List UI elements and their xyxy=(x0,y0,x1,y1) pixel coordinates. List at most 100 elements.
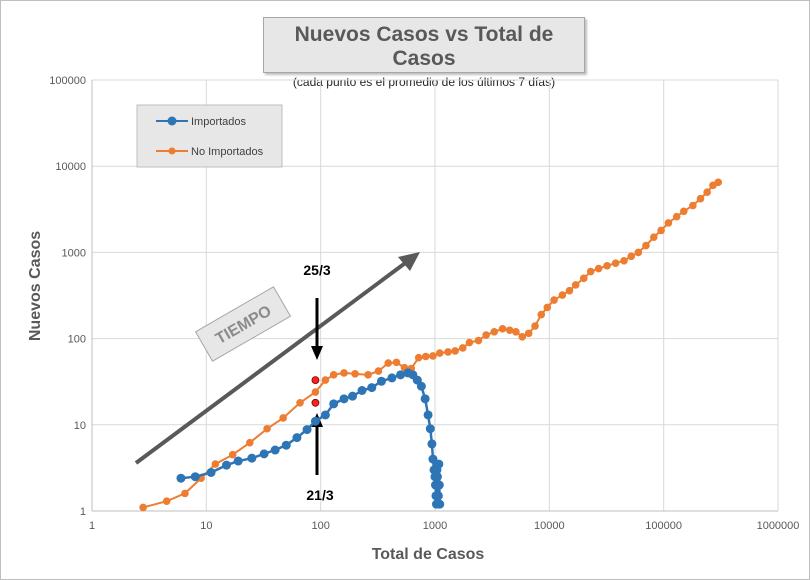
data-point-no-importados xyxy=(279,414,287,422)
y-tick-label: 1000 xyxy=(62,247,86,259)
data-point-importados xyxy=(348,391,358,401)
data-point-no-importados xyxy=(392,358,401,367)
data-point-no-importados xyxy=(603,261,611,270)
axes xyxy=(91,80,778,512)
data-point-no-importados xyxy=(512,327,520,336)
data-point-importados xyxy=(367,383,377,393)
data-point-importados xyxy=(281,440,291,450)
legend-box xyxy=(136,104,283,168)
y-tick-label: 10 xyxy=(74,420,86,432)
data-point-no-importados xyxy=(329,371,338,379)
legend-label-importados: Importados xyxy=(191,116,247,128)
data-point-importados xyxy=(320,410,330,420)
highlight-point-21-3 xyxy=(311,398,320,407)
y-tick-label: 10000 xyxy=(55,161,86,173)
chart-title: Nuevos Casos vs Total de Casos xyxy=(294,23,554,70)
data-point-no-importados xyxy=(340,369,348,377)
y-tick-label: 1 xyxy=(80,506,86,518)
data-point-no-importados xyxy=(321,376,330,384)
data-point-importados xyxy=(206,467,216,477)
data-point-importados xyxy=(302,425,312,435)
series-importados xyxy=(176,368,445,509)
data-point-no-importados xyxy=(531,322,539,330)
time-arrow-shaft xyxy=(134,259,410,465)
x-axis-title: Total de Casos xyxy=(372,546,485,563)
data-point-no-importados xyxy=(162,497,171,505)
data-point-no-importados xyxy=(518,332,527,341)
data-point-no-importados xyxy=(228,450,237,459)
y-tick-label: 100 xyxy=(68,334,86,346)
tiempo-label-box: TIEMPO xyxy=(194,286,292,362)
data-point-no-importados xyxy=(579,274,588,283)
data-point-importados xyxy=(233,456,243,466)
data-point-importados xyxy=(432,472,442,482)
x-tick-label: 1000000 xyxy=(757,520,800,532)
data-point-no-importados xyxy=(627,252,635,261)
data-point-importados xyxy=(357,385,367,395)
data-point-importados xyxy=(435,499,445,509)
data-point-importados xyxy=(427,439,437,449)
data-point-no-importados xyxy=(586,267,595,276)
data-point-importados xyxy=(434,459,444,469)
data-point-no-importados xyxy=(451,347,459,355)
data-point-no-importados xyxy=(537,310,546,319)
data-point-no-importados xyxy=(181,489,189,498)
chart-title-box: Nuevos Casos vs Total de Casos (cada pun… xyxy=(263,17,585,89)
x-tick-label: 1000 xyxy=(423,520,447,532)
x-tick-label: 1 xyxy=(89,520,95,532)
data-point-importados xyxy=(425,424,435,434)
data-point-no-importados xyxy=(465,338,474,347)
legend-label-no-importados: No Importados xyxy=(191,146,264,158)
data-point-no-importados xyxy=(550,296,558,304)
data-point-no-importados xyxy=(384,359,393,367)
arrow-25-3-head xyxy=(311,346,323,360)
data-point-no-importados xyxy=(429,352,437,360)
data-point-no-importados xyxy=(642,241,650,250)
label-25-3: 25/3 xyxy=(303,262,330,278)
label-21-3: 21/3 xyxy=(306,487,333,503)
data-point-no-importados xyxy=(139,503,147,512)
data-point-no-importados xyxy=(246,438,254,447)
highlight-point-25-3 xyxy=(311,376,320,385)
data-point-importados xyxy=(420,394,430,404)
data-point-no-importados xyxy=(571,281,580,289)
data-point-no-importados xyxy=(296,398,304,407)
data-point-no-importados xyxy=(498,324,507,333)
data-point-no-importados xyxy=(672,212,681,221)
y-axis-title: Nuevos Casos xyxy=(27,231,44,341)
chart-subtitle: (cada punto es el promedio de los último… xyxy=(292,75,556,89)
data-point-importados xyxy=(339,394,349,404)
time-arrow-head xyxy=(398,252,420,271)
data-point-no-importados xyxy=(664,219,673,227)
data-point-no-importados xyxy=(689,201,697,210)
data-point-no-importados xyxy=(657,226,665,235)
date-annotations: 25/3 21/3 xyxy=(303,262,333,503)
data-point-importados xyxy=(387,373,397,383)
data-point-no-importados xyxy=(435,349,444,357)
data-point-no-importados xyxy=(634,248,643,257)
data-point-no-importados xyxy=(620,256,628,265)
data-point-no-importados xyxy=(482,331,490,339)
data-point-importados xyxy=(221,460,231,470)
data-point-no-importados xyxy=(263,424,271,433)
data-point-no-importados xyxy=(421,352,430,361)
data-point-importados xyxy=(376,376,386,386)
data-point-no-importados xyxy=(444,348,452,356)
series-line-importados xyxy=(180,371,441,505)
data-point-importados xyxy=(433,491,443,501)
data-point-no-importados xyxy=(458,344,467,352)
data-point-importados xyxy=(416,381,426,391)
data-point-no-importados xyxy=(703,188,711,196)
x-tick-label: 100000 xyxy=(645,520,682,532)
data-point-no-importados xyxy=(505,326,514,335)
data-point-no-importados xyxy=(211,460,220,468)
data-point-no-importados xyxy=(474,336,483,345)
data-point-no-importados xyxy=(714,178,723,187)
data-point-no-importados xyxy=(594,264,603,273)
data-point-no-importados xyxy=(311,388,320,396)
data-point-importados xyxy=(329,399,339,409)
x-tick-label: 100 xyxy=(311,520,329,532)
series xyxy=(139,178,723,512)
